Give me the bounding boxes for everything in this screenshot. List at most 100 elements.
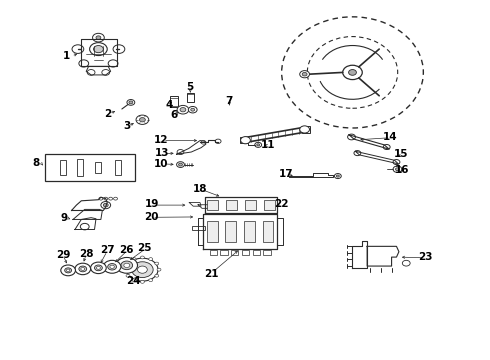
Circle shape xyxy=(79,266,87,272)
Circle shape xyxy=(102,69,110,75)
Circle shape xyxy=(402,260,410,266)
Text: 1: 1 xyxy=(63,51,70,61)
Bar xyxy=(210,250,217,255)
Circle shape xyxy=(67,269,70,272)
Polygon shape xyxy=(367,246,399,266)
Circle shape xyxy=(126,262,130,265)
Circle shape xyxy=(241,136,250,144)
Circle shape xyxy=(124,268,128,271)
Polygon shape xyxy=(73,210,102,220)
Circle shape xyxy=(97,266,100,269)
Circle shape xyxy=(104,197,108,200)
Text: 27: 27 xyxy=(100,245,115,255)
Polygon shape xyxy=(198,205,210,208)
Bar xyxy=(207,221,218,242)
Bar xyxy=(225,221,236,242)
Circle shape xyxy=(177,149,184,154)
Circle shape xyxy=(110,265,114,269)
Text: 18: 18 xyxy=(193,184,207,194)
Circle shape xyxy=(114,197,118,200)
Polygon shape xyxy=(289,173,333,177)
Bar xyxy=(96,162,101,173)
Circle shape xyxy=(138,266,147,273)
Bar xyxy=(263,221,273,242)
Circle shape xyxy=(188,107,197,113)
Circle shape xyxy=(132,258,136,261)
Text: 23: 23 xyxy=(418,252,433,262)
Polygon shape xyxy=(176,140,206,154)
Circle shape xyxy=(140,118,146,122)
Circle shape xyxy=(108,60,118,67)
Bar xyxy=(226,201,237,210)
Polygon shape xyxy=(197,218,203,245)
Text: 20: 20 xyxy=(144,212,158,221)
Circle shape xyxy=(215,139,221,143)
Text: 15: 15 xyxy=(394,149,409,159)
Polygon shape xyxy=(349,135,389,149)
Circle shape xyxy=(103,203,108,207)
Circle shape xyxy=(72,45,84,53)
Bar xyxy=(192,226,205,230)
Polygon shape xyxy=(277,218,283,245)
Circle shape xyxy=(95,265,102,271)
Circle shape xyxy=(191,108,195,111)
Circle shape xyxy=(99,197,103,200)
Bar xyxy=(220,250,228,255)
Polygon shape xyxy=(81,39,117,66)
Polygon shape xyxy=(86,66,111,75)
Bar xyxy=(264,201,275,210)
Ellipse shape xyxy=(307,37,398,108)
Circle shape xyxy=(113,45,125,53)
Text: 14: 14 xyxy=(383,132,398,142)
Circle shape xyxy=(80,224,89,230)
Text: 25: 25 xyxy=(138,243,152,253)
Circle shape xyxy=(177,105,189,114)
Bar xyxy=(245,201,256,210)
Circle shape xyxy=(300,126,310,133)
Polygon shape xyxy=(355,151,398,164)
Circle shape xyxy=(93,33,104,42)
Text: 4: 4 xyxy=(166,100,173,110)
Circle shape xyxy=(101,202,111,209)
Circle shape xyxy=(121,261,133,270)
Circle shape xyxy=(149,279,153,282)
Bar xyxy=(45,154,135,181)
Text: 21: 21 xyxy=(204,269,219,279)
Text: 5: 5 xyxy=(187,82,194,93)
Circle shape xyxy=(176,162,184,167)
Bar xyxy=(60,160,66,175)
Text: 17: 17 xyxy=(279,168,294,179)
Text: 16: 16 xyxy=(395,165,410,175)
Circle shape xyxy=(129,101,133,104)
Bar xyxy=(241,137,247,143)
Circle shape xyxy=(157,268,161,271)
Circle shape xyxy=(336,175,339,177)
Text: 11: 11 xyxy=(261,140,276,150)
Circle shape xyxy=(94,45,103,53)
Circle shape xyxy=(132,279,136,282)
Polygon shape xyxy=(189,203,201,206)
Ellipse shape xyxy=(282,17,423,128)
Polygon shape xyxy=(205,197,277,213)
Circle shape xyxy=(155,262,159,265)
Circle shape xyxy=(257,144,260,146)
Circle shape xyxy=(348,69,356,75)
Circle shape xyxy=(65,268,72,273)
Circle shape xyxy=(300,71,310,78)
Circle shape xyxy=(75,263,91,275)
Text: 26: 26 xyxy=(120,245,134,255)
Bar xyxy=(170,96,178,107)
Circle shape xyxy=(116,257,138,273)
Circle shape xyxy=(149,258,153,261)
Polygon shape xyxy=(352,241,367,268)
Circle shape xyxy=(61,265,75,276)
Circle shape xyxy=(334,174,341,179)
Text: 12: 12 xyxy=(154,135,168,145)
Text: 29: 29 xyxy=(56,249,71,260)
Circle shape xyxy=(393,166,402,172)
Bar xyxy=(263,250,270,255)
Circle shape xyxy=(127,99,135,105)
Circle shape xyxy=(127,258,158,281)
Text: 7: 7 xyxy=(226,96,233,106)
Bar xyxy=(231,250,239,255)
